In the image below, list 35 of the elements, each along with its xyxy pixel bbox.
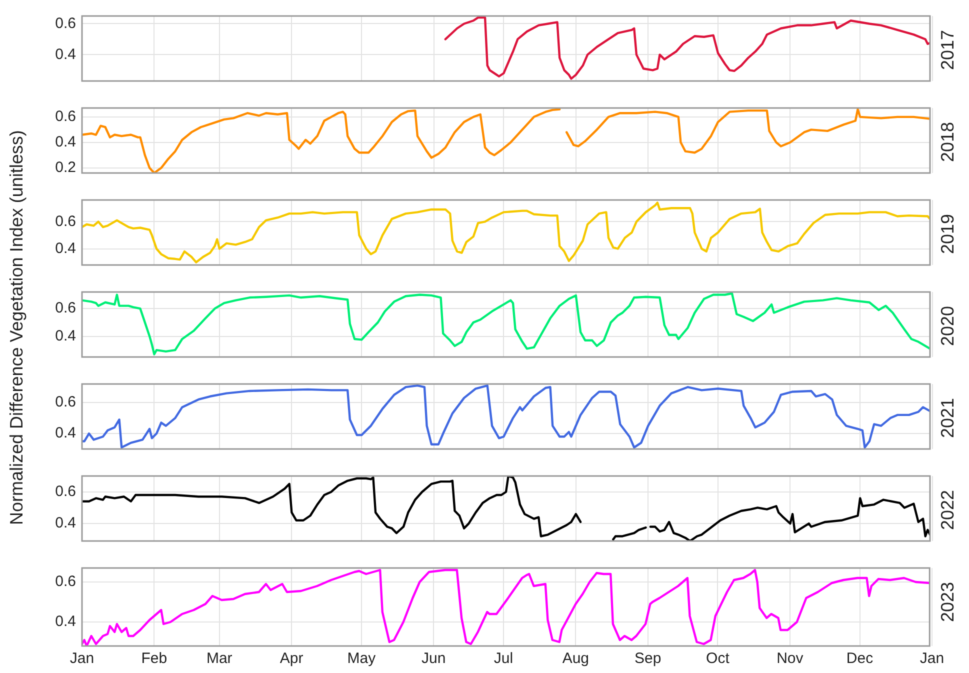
y-tick-label: 0.6 xyxy=(55,394,76,411)
y-tick-label: 0.2 xyxy=(55,159,76,176)
text: 2023 xyxy=(936,580,958,624)
text: 2020 xyxy=(936,304,958,348)
y-tick-label: 0.4 xyxy=(55,327,76,344)
x-tick-label: Jun xyxy=(422,650,446,668)
y-axis-title: Normalized Difference Vegetation Index (unitless) xyxy=(6,130,28,528)
x-tick-label: Feb xyxy=(141,650,168,668)
x-tick-label: Jan xyxy=(70,650,94,668)
text: 2018 xyxy=(936,120,958,164)
y-tick-label: 0.6 xyxy=(55,108,76,126)
y-tick-label: 0.4 xyxy=(55,514,76,532)
y-tick-label: 0.6 xyxy=(55,14,76,32)
x-tick-label: Mar xyxy=(206,650,232,668)
x-tick-label: May xyxy=(347,650,376,668)
x-tick-label: Sep xyxy=(634,650,662,668)
x-tick-label: Dec xyxy=(846,650,874,668)
y-tick-label: 0.6 xyxy=(55,573,76,590)
y-tick-label: 0.4 xyxy=(55,613,76,630)
y-tick-label: 0.4 xyxy=(55,134,76,151)
text: 2021 xyxy=(936,396,958,440)
x-tick-label: Jul xyxy=(494,650,514,668)
text: 2022 xyxy=(936,488,958,532)
y-tick-label: 0.6 xyxy=(55,482,76,500)
text: 2019 xyxy=(936,212,958,256)
y-tick-label: 0.4 xyxy=(55,424,76,442)
x-tick-label: Apr xyxy=(280,650,304,668)
y-tick-label: 0.4 xyxy=(55,46,76,63)
text: 2017 xyxy=(936,28,958,72)
y-tick-label: 0.6 xyxy=(55,300,76,317)
x-tick-label: Oct xyxy=(706,650,730,668)
y-tick-label: 0.4 xyxy=(55,240,76,257)
x-tick-label: Aug xyxy=(562,650,590,668)
x-tick-label: Nov xyxy=(776,650,804,668)
y-tick-label: 0.6 xyxy=(55,212,76,230)
